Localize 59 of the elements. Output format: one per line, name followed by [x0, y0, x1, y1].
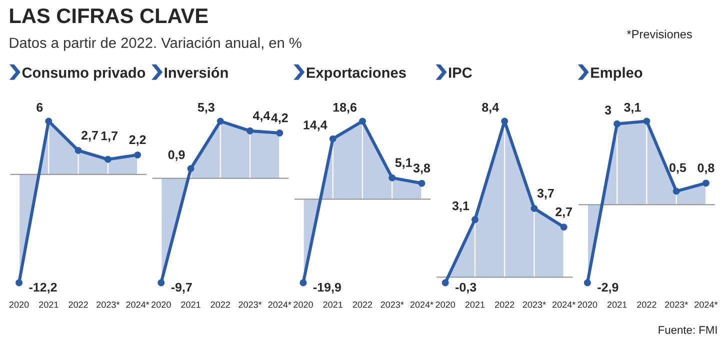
x-tick-label: 2022 — [637, 301, 656, 308]
data-label: 14,4 — [304, 120, 328, 132]
chart-title: Empleo — [591, 67, 642, 81]
x-tick-label: 2020 — [578, 301, 598, 308]
x-tick-label: 2024* — [126, 301, 150, 308]
data-label: -19,9 — [313, 282, 341, 294]
data-label: 2,7 — [556, 207, 572, 218]
x-tick-label: 2021 — [323, 301, 342, 308]
x-tick-label: 2023* — [380, 301, 404, 308]
x-tick-label: 2023* — [522, 301, 546, 308]
x-tick-label: 2021 — [181, 301, 200, 308]
chart-title: Consumo privado — [22, 67, 146, 81]
data-label: -9,7 — [171, 282, 192, 294]
data-label: -2,9 — [598, 282, 618, 294]
data-label: 8,4 — [482, 102, 499, 114]
data-label: 6 — [36, 102, 43, 112]
x-tick-label: 2021 — [607, 301, 627, 308]
data-label: 1,7 — [101, 131, 118, 142]
data-label: 2,7 — [82, 130, 98, 142]
data-label: 3 — [604, 106, 612, 114]
data-label: 3,8 — [413, 164, 430, 174]
x-tick-label: 2020 — [436, 301, 456, 308]
x-tick-label: 2023* — [664, 301, 688, 308]
chart-title: Inversión — [164, 66, 228, 78]
x-tick-label: 2021 — [465, 301, 485, 308]
x-tick-label: 2023* — [96, 301, 120, 308]
x-tick-label: 2024* — [552, 301, 576, 308]
x-tick-label: 2022 — [68, 301, 88, 308]
data-label: 3,7 — [537, 188, 554, 200]
x-tick-label: 2020 — [152, 301, 171, 308]
data-label: 3,1 — [452, 201, 470, 212]
text: Datos a partir de 2022. Variación anual, en % — [10, 37, 302, 51]
data-label: 0,8 — [698, 163, 714, 174]
source-note: Fuente: FMI — [658, 326, 717, 334]
data-label: 18,6 — [333, 102, 356, 114]
data-label: 3,1 — [624, 102, 641, 114]
data-label: 4,2 — [271, 113, 288, 124]
x-tick-label: 2024* — [694, 301, 718, 308]
data-label: 5,3 — [198, 102, 214, 114]
x-tick-label: 2023* — [238, 301, 262, 308]
x-tick-label: 2021 — [39, 301, 58, 308]
text: LAS CIFRAS CLAVE — [10, 8, 208, 24]
data-label: 5,1 — [395, 158, 412, 169]
data-label: 2,2 — [129, 135, 146, 146]
data-label: 0,5 — [670, 163, 686, 174]
x-tick-label: 2024* — [268, 301, 292, 308]
data-label: 4,4 — [253, 111, 270, 122]
x-tick-label: 2020 — [9, 301, 29, 308]
data-label: -0,3 — [456, 282, 476, 294]
x-tick-label: 2022 — [352, 301, 372, 308]
x-tick-label: 2024* — [410, 301, 434, 308]
data-label: 0,9 — [168, 150, 185, 161]
x-tick-label: 2022 — [495, 301, 514, 308]
x-tick-label: 2022 — [210, 301, 230, 308]
chart-title: IPC — [449, 68, 472, 78]
x-tick-label: 2020 — [294, 301, 313, 308]
text: *Previsiones — [626, 30, 692, 38]
chart-title: Exportaciones — [306, 67, 406, 81]
data-label: -12,2 — [29, 282, 57, 294]
